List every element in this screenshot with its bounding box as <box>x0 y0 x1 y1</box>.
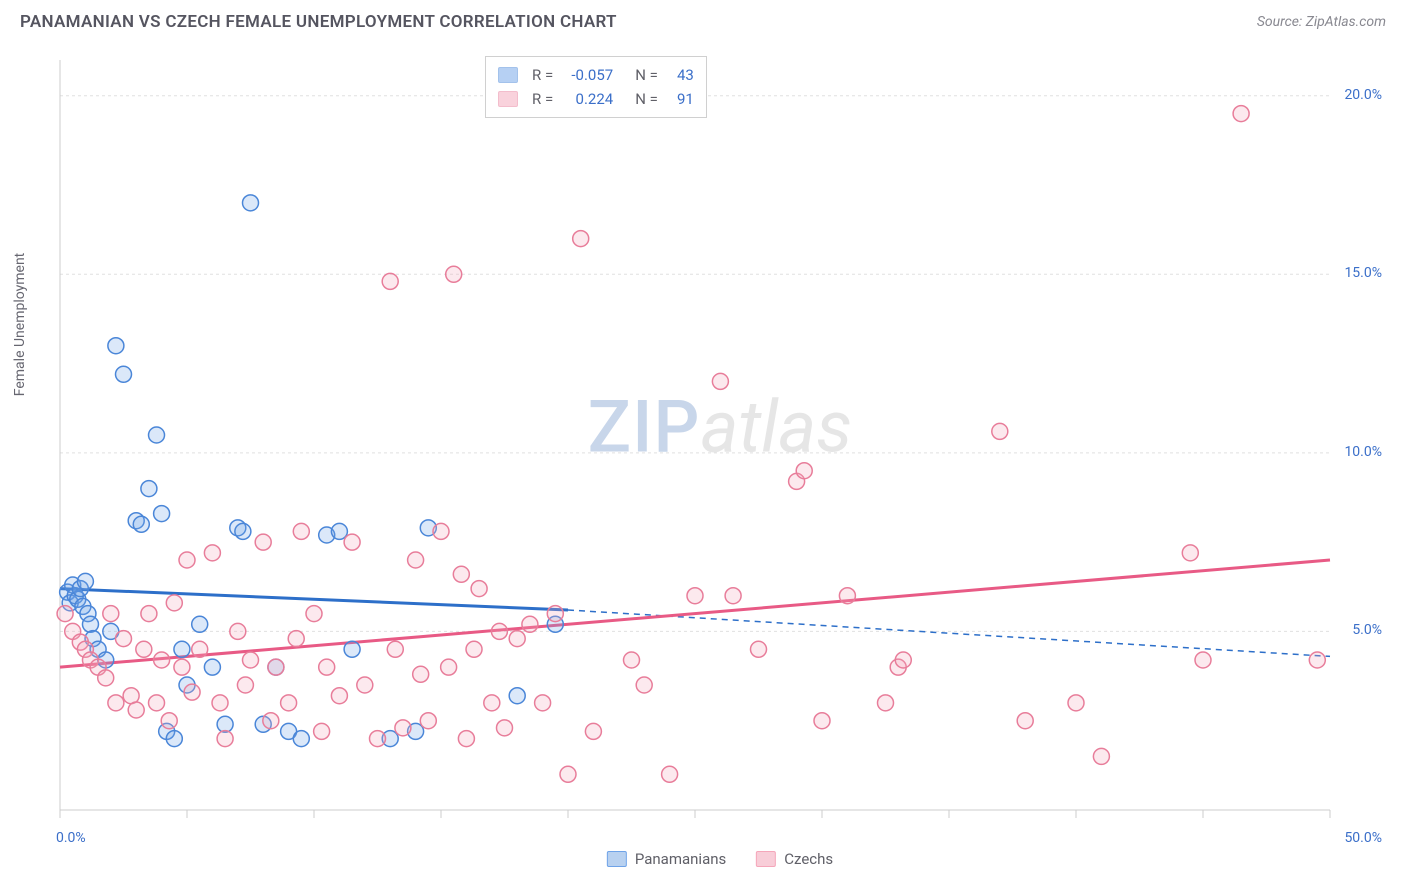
y-tick-label: 5.0% <box>1352 622 1382 638</box>
stats-legend: R = -0.057 N = 43 R = 0.224 N = 91 <box>485 56 707 118</box>
x-tick-label: 50.0% <box>1344 830 1382 846</box>
stat-n-value: 91 <box>666 87 694 111</box>
x-tick-label: 0.0% <box>56 830 86 846</box>
stat-r-value: -0.057 <box>561 63 613 87</box>
series-legend: Panamanians Czechs <box>607 850 833 868</box>
stats-legend-row: R = 0.224 N = 91 <box>498 87 694 111</box>
stat-r-value: 0.224 <box>561 87 613 111</box>
series-legend-label: Panamanians <box>635 850 726 868</box>
scatter-plot <box>50 50 1390 870</box>
series-legend-item: Czechs <box>756 850 833 868</box>
stats-legend-row: R = -0.057 N = 43 <box>498 63 694 87</box>
legend-swatch <box>498 67 518 83</box>
series-legend-label: Czechs <box>784 850 833 868</box>
chart-title: PANAMANIAN VS CZECH FEMALE UNEMPLOYMENT … <box>20 12 617 32</box>
series-legend-item: Panamanians <box>607 850 726 868</box>
y-tick-label: 15.0% <box>1344 265 1382 281</box>
stat-n-value: 43 <box>666 63 694 87</box>
stat-r-label: R = <box>532 87 553 111</box>
y-tick-label: 10.0% <box>1344 444 1382 460</box>
stat-n-label: N = <box>635 87 658 111</box>
chart-container: Female Unemployment ZIPatlas R =-0.057N … <box>50 50 1390 870</box>
chart-header: PANAMANIAN VS CZECH FEMALE UNEMPLOYMENT … <box>0 0 1406 40</box>
y-axis-label: Female Unemployment <box>12 253 28 397</box>
legend-swatch <box>607 851 627 867</box>
y-tick-label: 20.0% <box>1344 87 1382 103</box>
stat-r-label: R = <box>532 63 553 87</box>
legend-swatch <box>756 851 776 867</box>
chart-source: Source: ZipAtlas.com <box>1257 14 1386 30</box>
stat-n-label: N = <box>635 63 658 87</box>
legend-swatch <box>498 91 518 107</box>
